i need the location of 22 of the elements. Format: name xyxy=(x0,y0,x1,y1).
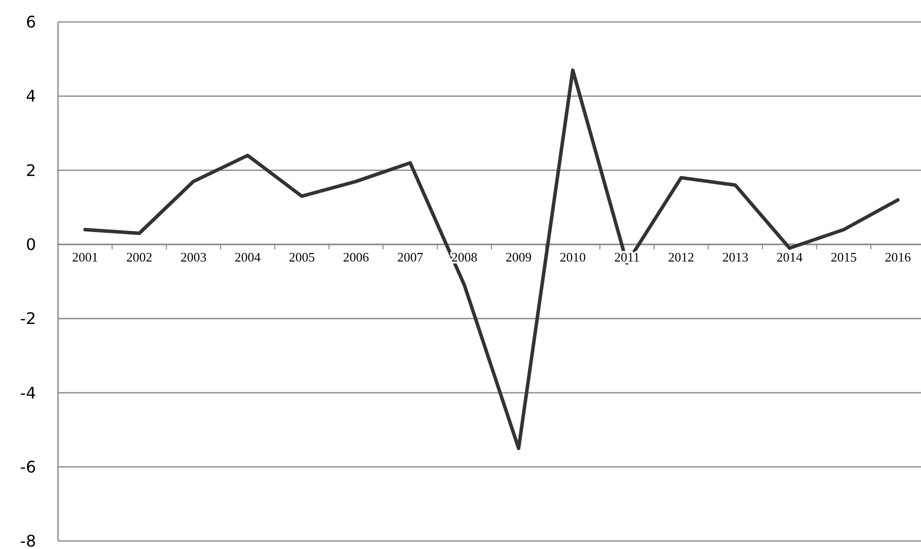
x-tick-label: 2014 xyxy=(776,249,804,264)
x-tick-label: 2013 xyxy=(722,249,748,264)
x-tick-label: 2003 xyxy=(180,249,206,264)
x-tick-label: 2007 xyxy=(397,249,424,264)
x-tick-label: 2010 xyxy=(560,249,586,264)
y-tick-label: 2 xyxy=(26,160,36,180)
y-tick-label: 0 xyxy=(26,235,36,254)
y-tick-label: -6 xyxy=(20,457,36,476)
y-tick-label: 6 xyxy=(26,12,36,32)
y-tick-label: 4 xyxy=(26,86,36,106)
x-tick-label: 2002 xyxy=(126,249,152,264)
x-tick-label: 2005 xyxy=(288,249,315,264)
y-tick-label: -4 xyxy=(20,383,36,402)
x-tick-label: 2009 xyxy=(506,249,532,264)
x-tick-label: 2004 xyxy=(234,249,262,264)
x-tick-label: 2015 xyxy=(830,249,857,264)
x-tick-label: 2012 xyxy=(668,249,694,264)
y-tick-label: -2 xyxy=(20,309,36,328)
x-tick-label: 2006 xyxy=(343,249,370,264)
x-tick-label: 2016 xyxy=(884,249,912,264)
y-tick-label: -8 xyxy=(20,532,36,549)
x-tick-label: 2001 xyxy=(72,249,98,264)
